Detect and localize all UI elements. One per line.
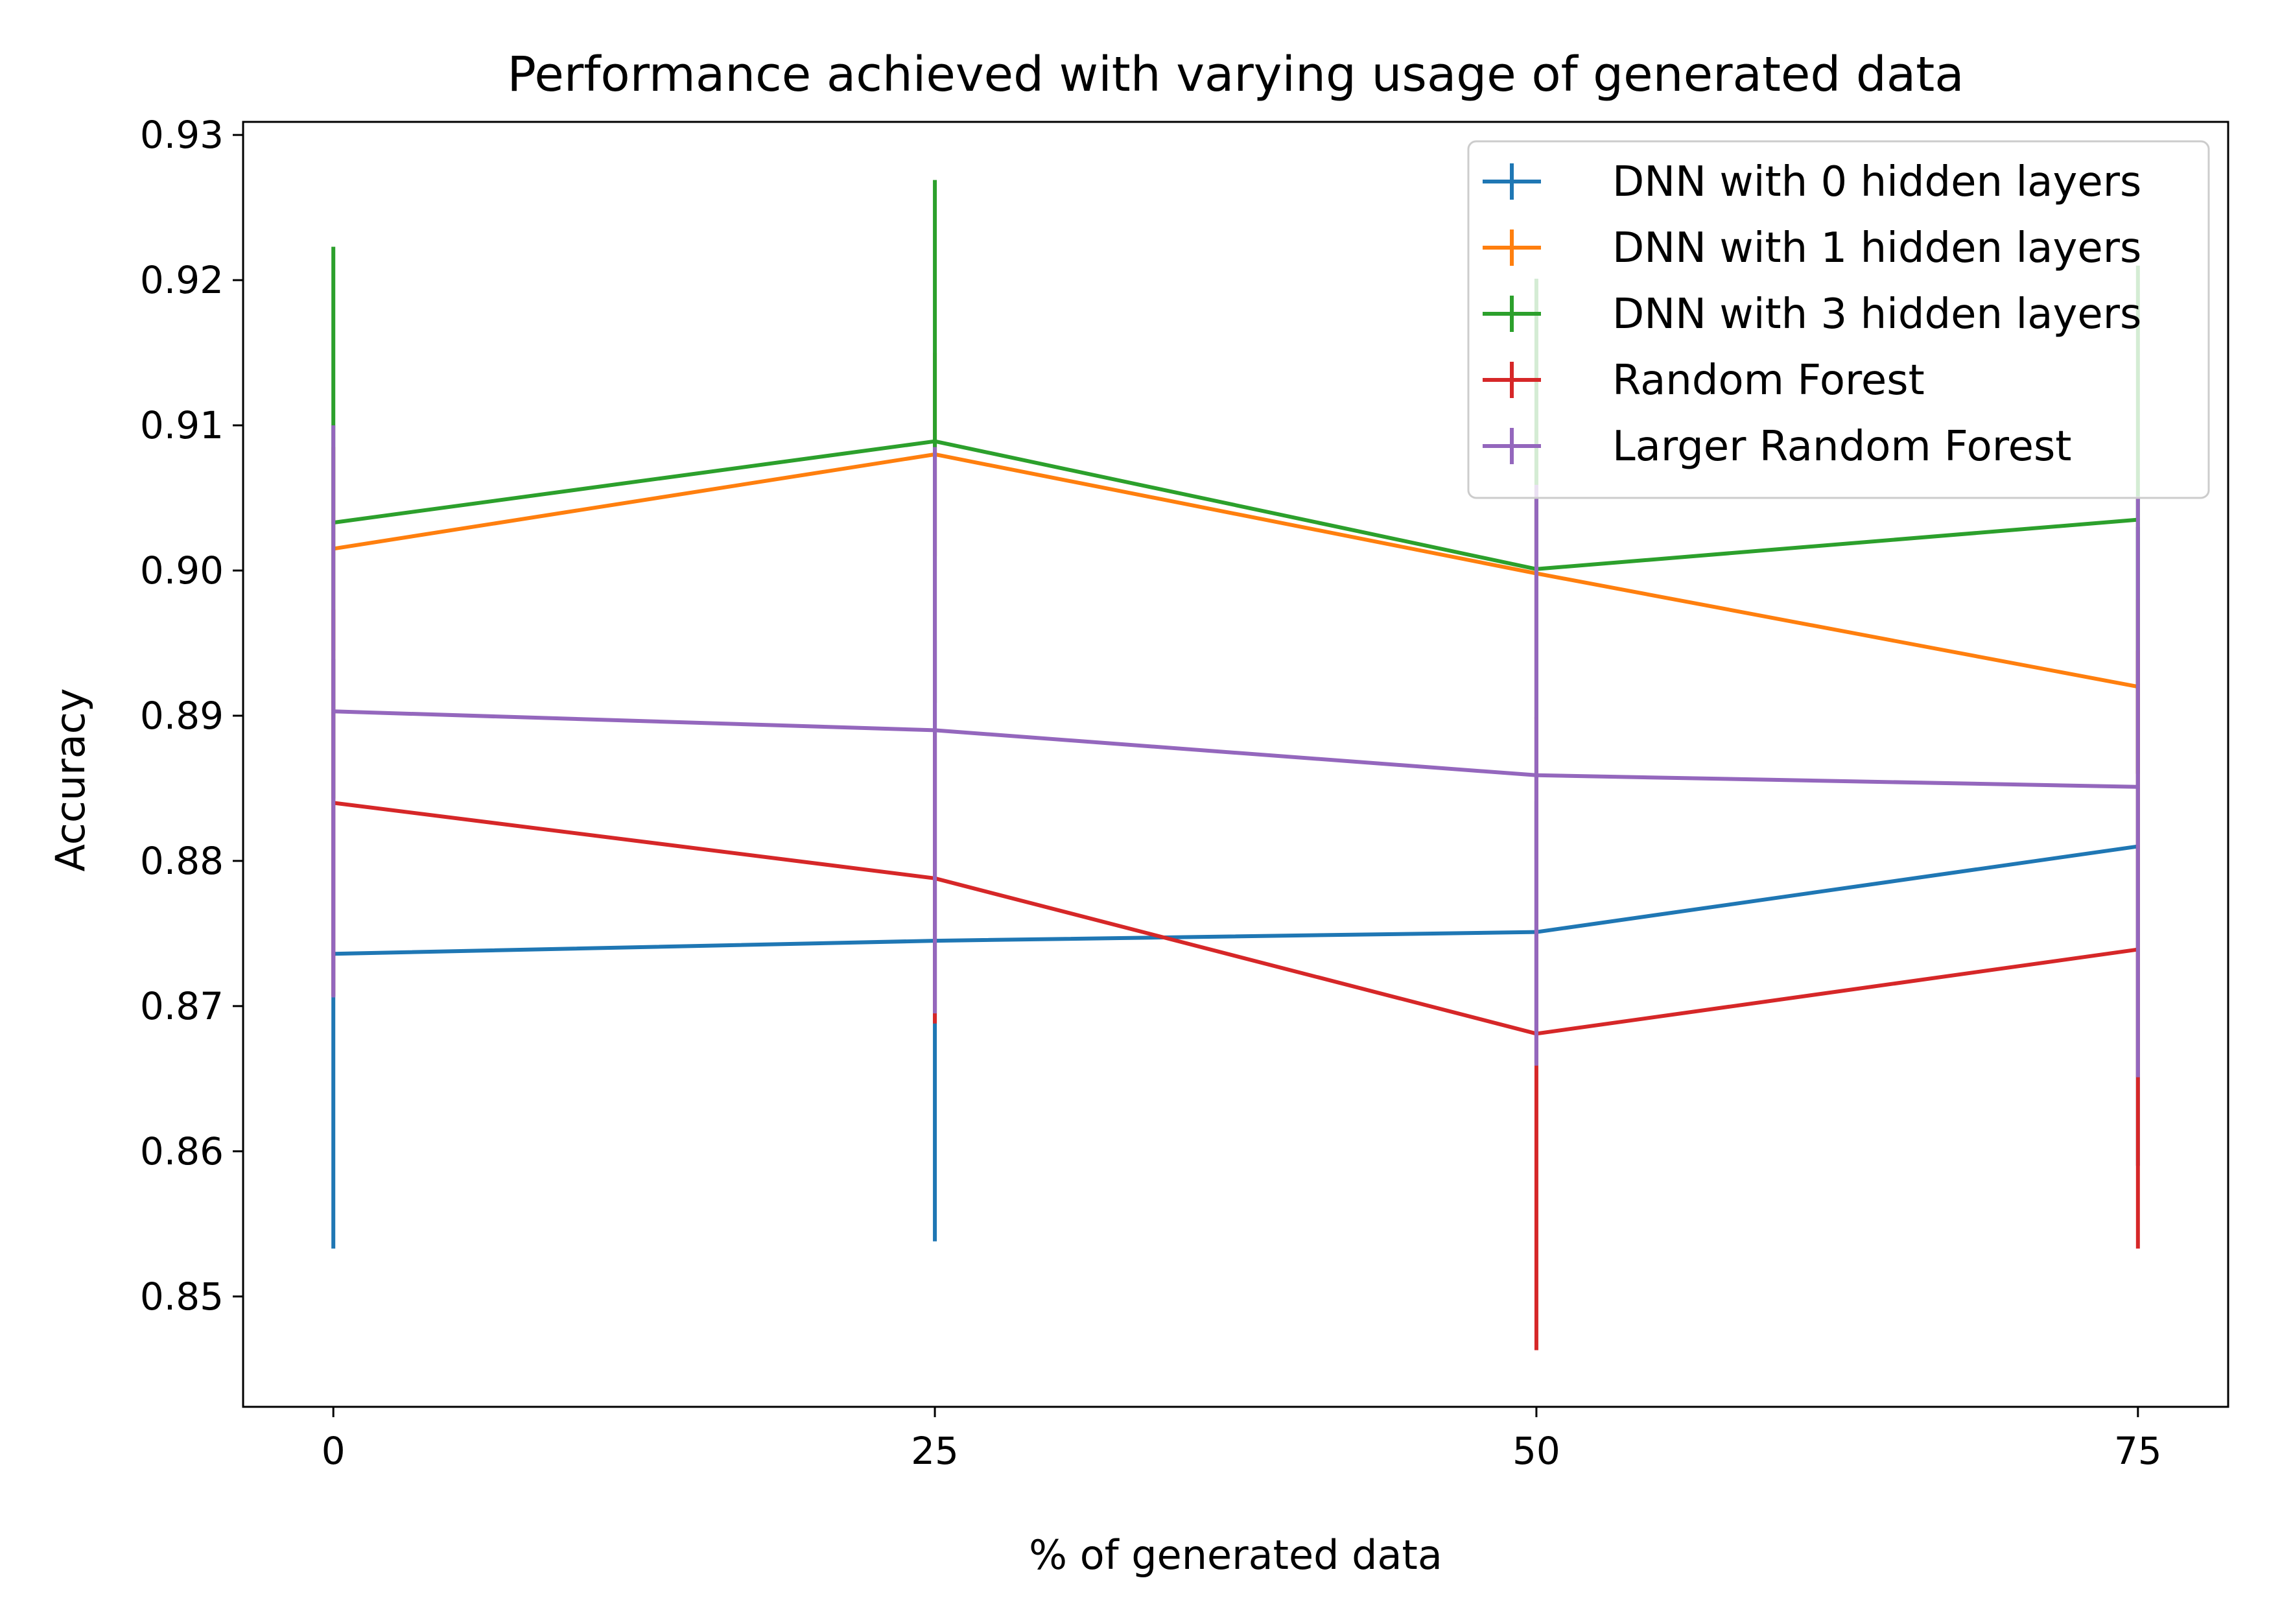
- x-tick-label: 75: [2114, 1429, 2162, 1473]
- series-line: [333, 844, 2139, 956]
- x-tick-label: 25: [911, 1429, 959, 1473]
- plot-area-frame: [242, 121, 2229, 1408]
- y-axis-label: Accuracy: [47, 688, 94, 871]
- series-line: [333, 709, 2138, 789]
- y-axis-ticks: 0.85 0.86 0.87 0.88 0.89 0.90 0.91 0.92 0.93: [140, 113, 243, 1319]
- series-line: [333, 801, 2139, 1036]
- legend-item: DNN with 0 hidden layers: [1483, 158, 2141, 206]
- data-point: [331, 709, 336, 714]
- legend-label: Larger Random Forest: [1612, 423, 2071, 471]
- y-tick-label: 0.85: [140, 1275, 224, 1319]
- series-layer: [331, 180, 2140, 1350]
- legend-label: Random Forest: [1612, 357, 1925, 405]
- data-point: [933, 439, 937, 443]
- legend-item: DNN with 3 hidden layers: [1483, 290, 2141, 338]
- legend-label: DNN with 3 hidden layers: [1612, 290, 2141, 338]
- data-point: [2135, 784, 2140, 789]
- y-tick-label: 0.93: [140, 113, 224, 157]
- legend-item: DNN with 1 hidden layers: [1483, 224, 2141, 272]
- legend-label: DNN with 0 hidden layers: [1612, 158, 2141, 206]
- legend-item: Random Forest: [1483, 357, 1925, 405]
- chart-title: Performance achieved with varying usage …: [507, 47, 1964, 102]
- legend-label: DNN with 1 hidden layers: [1612, 224, 2141, 272]
- y-tick-label: 0.89: [140, 694, 224, 738]
- y-tick-label: 0.86: [140, 1129, 224, 1173]
- y-tick-label: 0.91: [140, 403, 224, 447]
- series-line: [333, 439, 2139, 571]
- y-tick-label: 0.87: [140, 984, 224, 1028]
- x-axis-ticks: 0 25 50 75: [322, 1407, 2162, 1473]
- x-axis-label: % of generated data: [1029, 1531, 1442, 1579]
- y-tick-label: 0.90: [140, 548, 224, 593]
- legend-item: Larger Random Forest: [1483, 423, 2071, 471]
- series-4: [331, 425, 2140, 1077]
- y-tick-label: 0.92: [140, 258, 224, 302]
- y-tick-label: 0.88: [140, 839, 224, 883]
- data-point: [1534, 773, 1538, 777]
- x-tick-label: 0: [322, 1429, 346, 1473]
- data-point: [933, 728, 937, 733]
- legend: DNN with 0 hidden layers DNN with 1 hidde…: [1467, 140, 2210, 499]
- x-tick-label: 50: [1512, 1429, 1560, 1473]
- legend-box: [1467, 140, 2210, 499]
- series-line: [333, 452, 2139, 689]
